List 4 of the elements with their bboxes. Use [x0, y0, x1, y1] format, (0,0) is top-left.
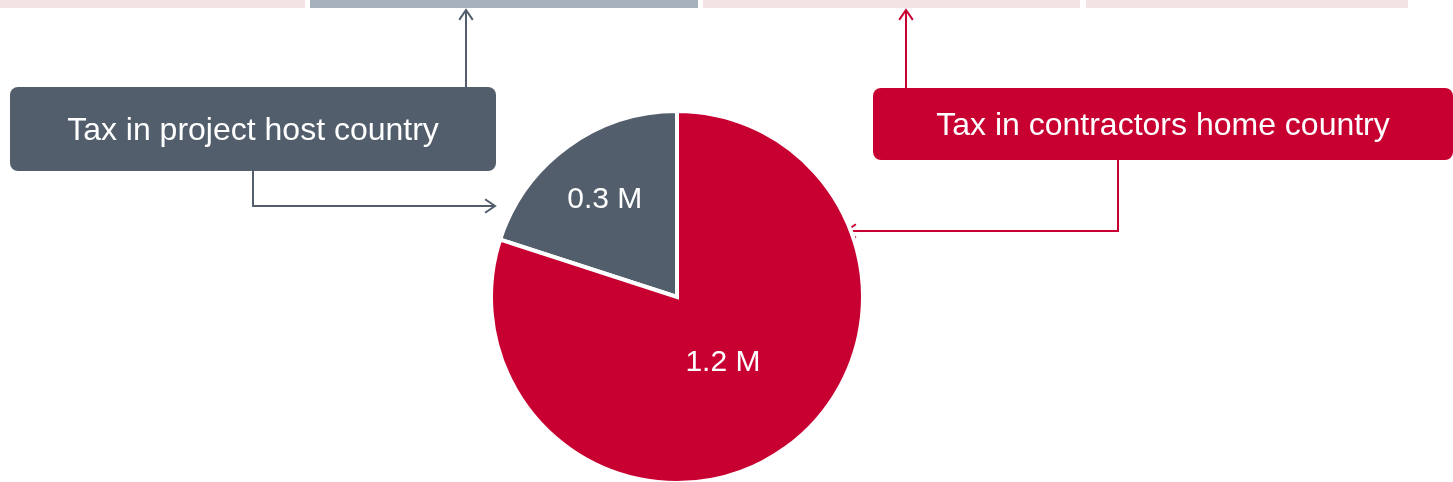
data-label: 0.3 M	[567, 181, 643, 215]
slice-label: Tax in project host country	[67, 110, 439, 148]
data-label: 1.2 M	[685, 343, 761, 377]
slice-label: Tax in contractors home country	[936, 105, 1390, 143]
